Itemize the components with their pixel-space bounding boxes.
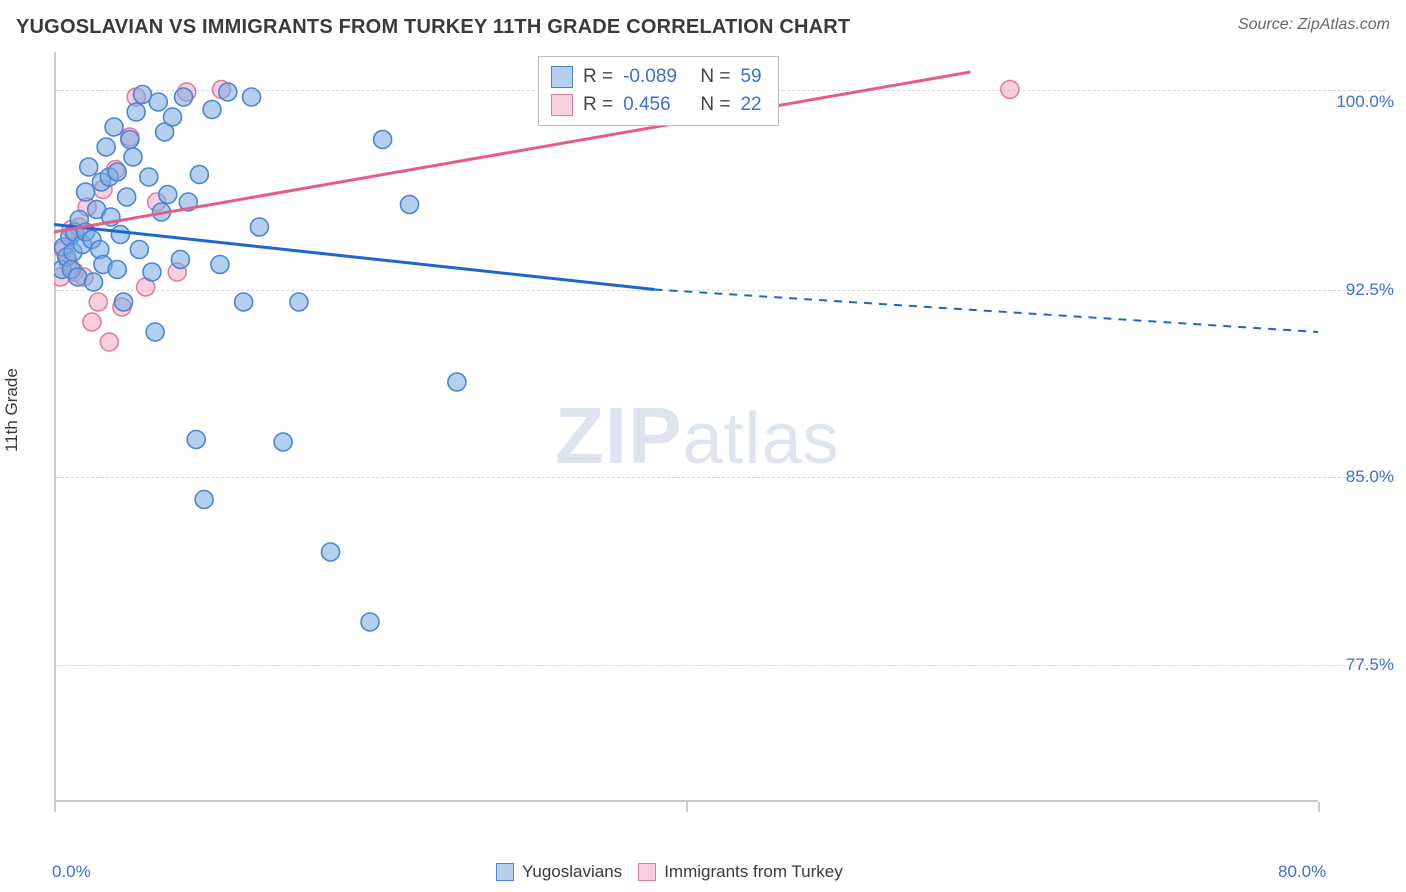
legend-swatch <box>551 66 573 88</box>
legend-n-label: N = <box>695 91 730 119</box>
legend-item: Immigrants from Turkey <box>638 862 843 882</box>
gridline <box>56 290 1386 291</box>
legend-label: Yugoslavians <box>522 862 622 882</box>
x-tick-mark <box>54 802 56 812</box>
x-tick-mark <box>1318 802 1320 812</box>
series-legend: Yugoslavians Immigrants from Turkey <box>496 862 843 882</box>
watermark: ZIPatlas <box>555 390 840 482</box>
legend-n-label: N = <box>695 63 730 91</box>
x-tick-label: 80.0% <box>1278 862 1326 882</box>
y-axis-label: 11th Grade <box>2 368 22 452</box>
x-tick-mark <box>686 802 688 812</box>
legend-swatch <box>551 94 573 116</box>
legend-row: R = 0.456 N = 22 <box>551 91 762 119</box>
y-tick-label: 85.0% <box>1346 467 1394 487</box>
legend-r-value: -0.089 <box>623 63 685 91</box>
legend-r-value: 0.456 <box>623 91 685 119</box>
legend-r-label: R = <box>583 91 613 119</box>
legend-r-label: R = <box>583 63 613 91</box>
chart-container: YUGOSLAVIAN VS IMMIGRANTS FROM TURKEY 11… <box>0 0 1406 892</box>
legend-swatch <box>638 863 656 881</box>
x-tick-label: 0.0% <box>52 862 91 882</box>
correlation-legend: R = -0.089 N = 59 R = 0.456 N = 22 <box>538 56 779 126</box>
legend-n-value: 59 <box>740 63 761 91</box>
source-attribution: Source: ZipAtlas.com <box>1238 16 1390 34</box>
chart-title: YUGOSLAVIAN VS IMMIGRANTS FROM TURKEY 11… <box>16 16 850 39</box>
legend-item: Yugoslavians <box>496 862 622 882</box>
watermark-zip: ZIP <box>555 391 682 480</box>
y-tick-label: 77.5% <box>1346 655 1394 675</box>
legend-row: R = -0.089 N = 59 <box>551 63 762 91</box>
y-tick-label: 100.0% <box>1336 92 1394 112</box>
watermark-atlas: atlas <box>682 399 839 479</box>
gridline <box>56 665 1386 666</box>
legend-n-value: 22 <box>740 91 761 119</box>
y-tick-label: 92.5% <box>1346 280 1394 300</box>
legend-label: Immigrants from Turkey <box>664 862 843 882</box>
legend-swatch <box>496 863 514 881</box>
